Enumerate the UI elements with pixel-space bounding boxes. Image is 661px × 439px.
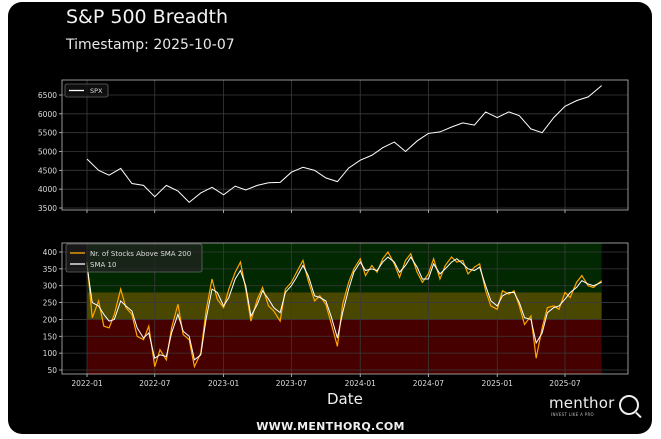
x-tick-label: 2023-07 — [276, 379, 308, 388]
axes-frame — [61, 79, 629, 211]
axes-frame — [61, 242, 629, 375]
logo-q-icon — [619, 395, 639, 415]
y-tick-label: 3500 — [38, 204, 57, 213]
sma10-line — [86, 256, 602, 361]
x-tick-label: 2023-01 — [208, 379, 240, 388]
legend-label-breadth: Nr. of Stocks Above SMA 200 — [90, 250, 191, 258]
y-tick-label: 4500 — [38, 166, 57, 175]
x-tick-label: 2025-07 — [549, 379, 581, 388]
logo-name: menthor — [549, 394, 615, 412]
x-tick-label: 2024-01 — [345, 379, 377, 388]
y-tick-label: 350 — [43, 265, 58, 274]
y-tick-label: 100 — [43, 349, 58, 358]
x-tick-label: 2022-01 — [71, 379, 103, 388]
y-tick-label: 6500 — [38, 91, 57, 100]
y-tick-label: 300 — [43, 282, 58, 291]
y-tick-label: 150 — [43, 332, 58, 341]
y-tick-label: 400 — [43, 248, 58, 257]
y-tick-label: 5500 — [38, 129, 57, 138]
legend-box-spx — [64, 83, 109, 98]
legend-label-spx: SPX — [90, 87, 103, 95]
spx-line — [86, 85, 602, 204]
x-axis-label: Date — [327, 390, 363, 408]
y-tick-label: 4000 — [38, 185, 57, 194]
y-tick-label: 5000 — [38, 148, 57, 157]
band-red — [87, 319, 602, 374]
legend-label-sma10: SMA 10 — [90, 261, 116, 269]
logo-tagline: INVEST LIKE A PRO — [551, 412, 594, 417]
breadth-line — [86, 250, 603, 369]
y-tick-label: 250 — [43, 299, 58, 308]
y-tick-label: 6000 — [38, 110, 57, 119]
x-tick-label: 2024-07 — [413, 379, 445, 388]
y-tick-label: 50 — [47, 366, 57, 375]
footer-url: WWW.MENTHORQ.COM — [256, 420, 405, 433]
x-tick-label: 2022-07 — [139, 379, 171, 388]
legend-box-breadth — [65, 243, 203, 273]
menthorq-logo: menthor INVEST LIKE A PRO — [549, 394, 639, 417]
x-tick-label: 2025-01 — [482, 379, 514, 388]
timestamp: Timestamp: 2025-10-07 — [66, 37, 235, 53]
chart-title: S&P 500 Breadth — [66, 6, 228, 28]
y-tick-label: 200 — [43, 315, 58, 324]
